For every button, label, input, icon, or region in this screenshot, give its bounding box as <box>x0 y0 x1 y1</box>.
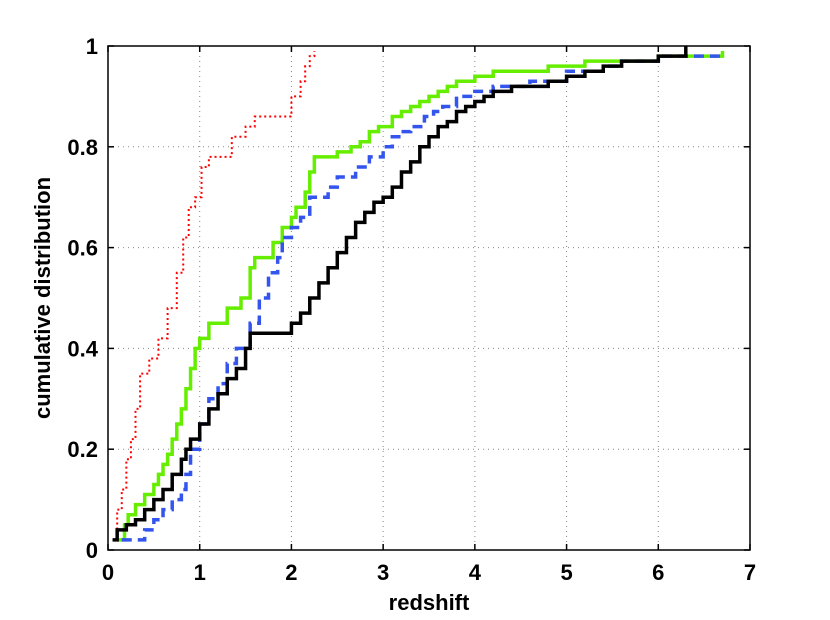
y-tick-label: 0.6 <box>67 236 98 261</box>
x-tick-label: 2 <box>285 560 297 585</box>
series-layer <box>112 46 725 542</box>
tick-layer: 0 1 2 3 4 5 6 7 0 0.2 0.4 0.6 0.8 1 <box>67 34 756 585</box>
x-tick-label: 7 <box>744 560 756 585</box>
x-tick-label: 5 <box>560 560 572 585</box>
x-axis-title: redshift <box>389 590 470 615</box>
series-line-0 <box>112 51 316 541</box>
x-tick-label: 3 <box>377 560 389 585</box>
y-axis-title: cumulative distribution <box>30 177 55 419</box>
x-tick-label: 1 <box>194 560 206 585</box>
series-line-1 <box>117 51 725 542</box>
x-tick-label: 4 <box>469 560 482 585</box>
x-tick-label: 0 <box>102 560 114 585</box>
y-tick-label: 0.8 <box>67 135 98 160</box>
y-tick-label: 1 <box>86 34 98 59</box>
grid-layer <box>108 46 750 550</box>
y-tick-label: 0 <box>86 538 98 563</box>
y-tick-label: 0.4 <box>67 336 98 361</box>
plot-frame <box>107 45 751 551</box>
x-tick-label: 6 <box>652 560 664 585</box>
series-line-2 <box>121 54 723 542</box>
y-tick-label: 0.2 <box>67 437 98 462</box>
series-line-3 <box>112 46 688 542</box>
